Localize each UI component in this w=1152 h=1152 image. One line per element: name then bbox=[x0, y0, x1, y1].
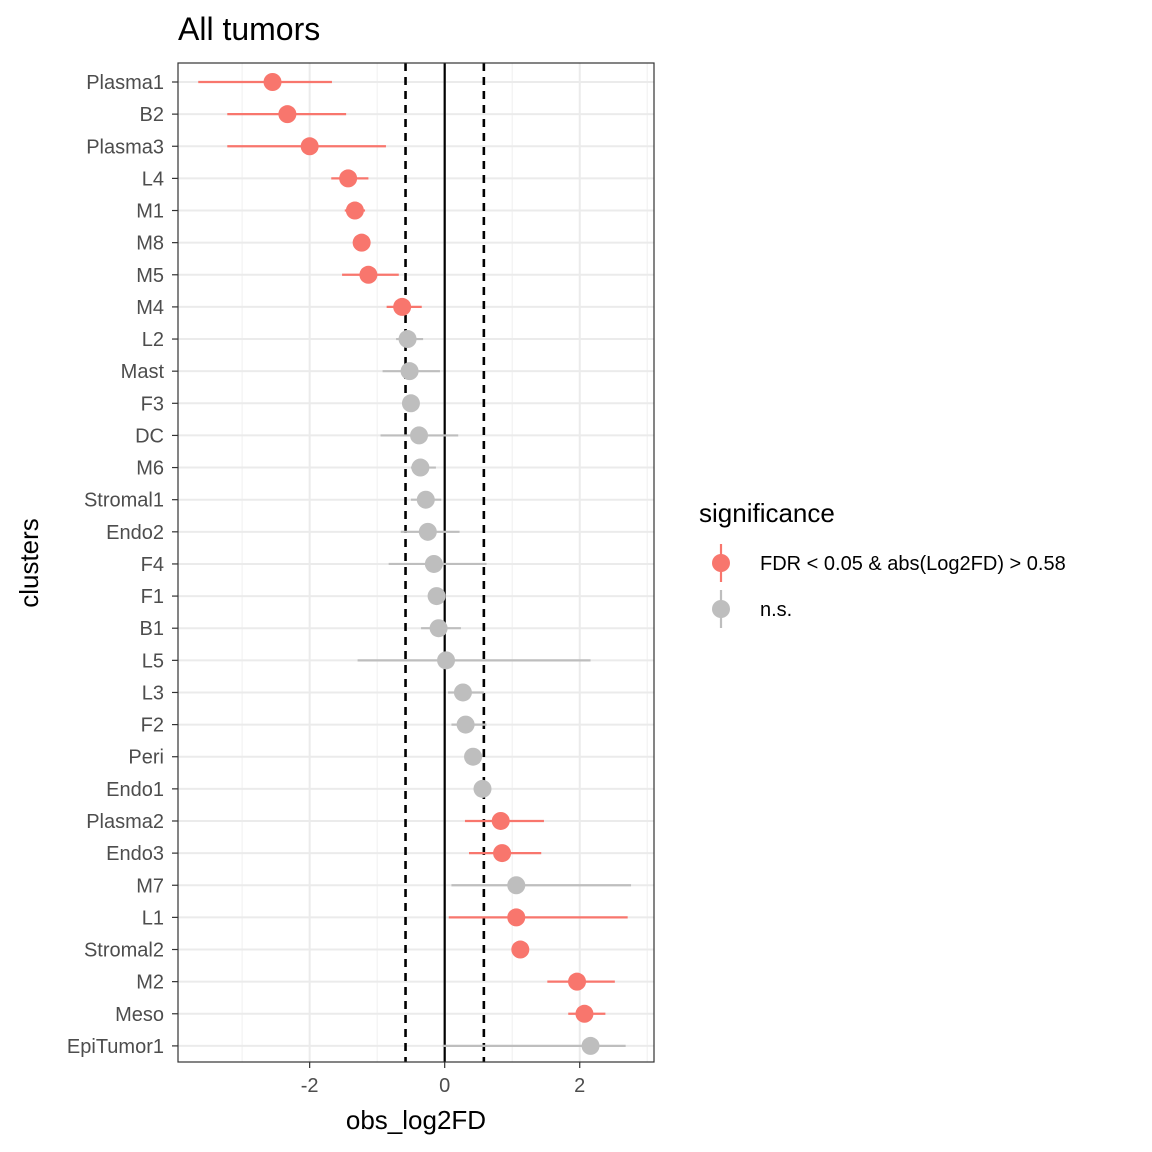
legend-label: FDR < 0.05 & abs(Log2FD) > 0.58 bbox=[760, 553, 1066, 575]
legend-key-point bbox=[712, 554, 730, 572]
y-tick-label: L4 bbox=[142, 168, 164, 190]
y-tick-label: M2 bbox=[136, 972, 164, 994]
grid-minor bbox=[241, 63, 648, 1062]
data-point bbox=[345, 201, 364, 220]
data-point bbox=[418, 522, 437, 541]
y-tick-label: F3 bbox=[141, 393, 164, 415]
data-point bbox=[410, 426, 429, 445]
plot-border bbox=[177, 62, 655, 1063]
y-axis-title: clusters bbox=[14, 518, 44, 608]
data-point bbox=[352, 233, 371, 252]
data-point bbox=[464, 747, 483, 766]
y-tick-label: Meso bbox=[115, 1004, 164, 1026]
legend-label: n.s. bbox=[760, 599, 792, 621]
y-tick-label: B2 bbox=[140, 104, 164, 126]
y-axis: Plasma1 B2 Plasma3 L4 M1 M8 M5 M4 L2 Mast F3 DC M6 St… bbox=[67, 72, 178, 1058]
data-point bbox=[507, 876, 526, 895]
data-point bbox=[398, 330, 417, 349]
y-tick-label: M6 bbox=[136, 458, 164, 480]
y-tick-label: DC bbox=[135, 425, 164, 447]
legend-title: significance bbox=[699, 498, 835, 528]
data-point bbox=[416, 490, 435, 509]
data-point bbox=[359, 265, 378, 284]
y-tick-label: L5 bbox=[142, 650, 164, 672]
data-point bbox=[429, 619, 448, 638]
x-axis-title: obs_log2FD bbox=[346, 1105, 486, 1135]
data-point bbox=[437, 651, 456, 670]
y-tick-label: F4 bbox=[141, 554, 164, 576]
y-tick-label: Endo1 bbox=[106, 779, 164, 801]
data-point bbox=[491, 811, 510, 830]
y-tick-label: B1 bbox=[140, 618, 164, 640]
y-tick-label: Plasma1 bbox=[86, 72, 164, 94]
data-point bbox=[339, 169, 358, 188]
data-point bbox=[424, 554, 443, 573]
data-point bbox=[400, 362, 419, 381]
y-tick-label: F2 bbox=[141, 715, 164, 737]
y-tick-label: L2 bbox=[142, 329, 164, 351]
y-tick-label: Stromal1 bbox=[84, 490, 164, 512]
plot-panel bbox=[178, 63, 654, 1062]
y-tick-label: F1 bbox=[141, 586, 164, 608]
legend-entry: n.s. bbox=[712, 590, 792, 628]
y-tick-label: Plasma3 bbox=[86, 136, 164, 158]
y-tick-label: Plasma2 bbox=[86, 811, 164, 833]
y-tick-label: M1 bbox=[136, 201, 164, 223]
data-point bbox=[300, 137, 319, 156]
data-point bbox=[575, 1004, 594, 1023]
data-point bbox=[411, 458, 430, 477]
y-tick-label: EpiTumor1 bbox=[67, 1036, 164, 1058]
x-tick-label: 0 bbox=[439, 1075, 450, 1097]
x-tick-label: -2 bbox=[301, 1075, 319, 1097]
data-point bbox=[493, 844, 512, 863]
data-point bbox=[393, 297, 412, 316]
data-point bbox=[581, 1036, 600, 1055]
data-point bbox=[401, 394, 420, 413]
data-point bbox=[263, 73, 282, 91]
y-tick-label: Endo2 bbox=[106, 522, 164, 544]
legend: significance FDR < 0.05 & abs(Log2FD) > … bbox=[699, 498, 1066, 628]
y-tick-label: Mast bbox=[121, 361, 165, 383]
y-tick-label: Endo3 bbox=[106, 843, 164, 865]
data-point bbox=[511, 940, 530, 959]
y-tick-label: L3 bbox=[142, 682, 164, 704]
y-tick-label: L1 bbox=[142, 907, 164, 929]
data-point bbox=[507, 908, 526, 927]
y-tick-label: Stromal2 bbox=[84, 940, 164, 962]
legend-entry: FDR < 0.05 & abs(Log2FD) > 0.58 bbox=[712, 544, 1066, 582]
data-point bbox=[278, 105, 297, 124]
data-point bbox=[568, 972, 587, 991]
data-point bbox=[453, 683, 472, 702]
y-tick-label: M5 bbox=[136, 265, 164, 287]
data-point bbox=[427, 587, 446, 606]
data-point bbox=[456, 715, 475, 734]
reference-lines bbox=[404, 63, 486, 1062]
data-point bbox=[473, 779, 492, 798]
y-tick-label: M4 bbox=[136, 297, 164, 319]
chart-title: All tumors bbox=[178, 11, 320, 47]
points bbox=[263, 73, 600, 1055]
y-tick-label: M7 bbox=[136, 875, 164, 897]
y-tick-label: Peri bbox=[128, 747, 164, 769]
x-axis: -2 0 2 bbox=[301, 1062, 585, 1097]
y-tick-label: M8 bbox=[136, 233, 164, 255]
x-tick-label: 2 bbox=[574, 1075, 585, 1097]
legend-key-point bbox=[712, 600, 730, 618]
